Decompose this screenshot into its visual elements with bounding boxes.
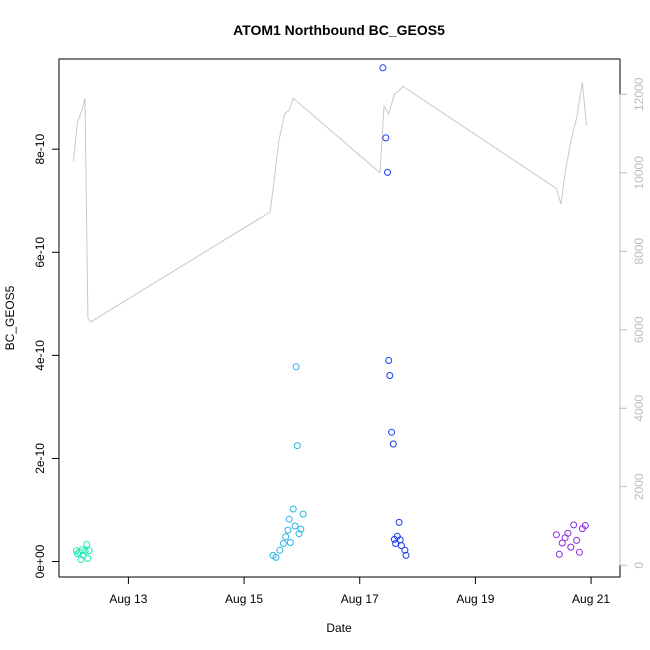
data-point [291, 522, 299, 530]
data-point [289, 505, 297, 513]
data-point [384, 168, 391, 176]
data-point [83, 541, 91, 548]
data-point [555, 550, 563, 558]
data-point [388, 428, 396, 436]
y-right-tick-label: 2000 [632, 473, 646, 500]
y-tick-label: 0e+00 [33, 544, 47, 578]
data-point [293, 442, 301, 450]
y-axis: 0e+00 2e-10 4e-10 6e-10 8e-10 [33, 134, 60, 578]
data-point [386, 372, 394, 379]
data-point [570, 521, 578, 529]
x-tick-label: Aug 19 [456, 592, 494, 606]
data-point [297, 525, 305, 533]
data-point [272, 553, 280, 561]
chart-title: ATOM1 Northbound BC_GEOS5 [233, 22, 445, 38]
y-right-tick-label: 0 [632, 562, 646, 569]
altitude-series-line [73, 82, 587, 323]
data-point [576, 548, 583, 556]
y-right-tick-label: 4000 [632, 395, 646, 422]
data-point [299, 510, 307, 518]
data-point [295, 530, 303, 538]
data-point [581, 522, 589, 529]
data-point [395, 518, 403, 526]
data-point [552, 531, 560, 539]
x-tick-label: Aug 17 [341, 592, 379, 606]
data-point [285, 515, 293, 523]
y-axis-right: 0 2000 4000 6000 8000 10000 12000 [619, 77, 646, 569]
data-point [286, 539, 294, 546]
x-tick-label: Aug 21 [572, 592, 610, 606]
x-axis: Aug 13 Aug 15 Aug 17 Aug 19 Aug 21 [109, 576, 610, 606]
data-point [81, 547, 89, 555]
data-point [379, 64, 387, 72]
y-right-tick-label: 12000 [632, 77, 646, 111]
plot-area [72, 64, 589, 563]
data-point [385, 357, 393, 364]
data-point [573, 536, 581, 544]
data-point [558, 539, 566, 547]
y-tick-label: 6e-10 [33, 237, 47, 268]
data-point [276, 546, 284, 554]
data-point [77, 556, 85, 563]
data-point [284, 526, 292, 534]
x-tick-label: Aug 13 [109, 592, 147, 606]
plot-frame [58, 58, 621, 578]
data-point [279, 540, 287, 547]
data-point [282, 533, 290, 541]
x-axis-label: Date [326, 621, 352, 635]
data-point [567, 543, 575, 551]
y-tick-label: 2e-10 [33, 443, 47, 474]
data-point [84, 554, 92, 562]
data-point [292, 363, 300, 371]
data-point [401, 546, 409, 554]
data-point [382, 134, 390, 142]
x-tick-label: Aug 15 [225, 592, 263, 606]
y-right-tick-label: 6000 [632, 316, 646, 343]
data-point [397, 542, 405, 550]
y-right-tick-label: 8000 [632, 238, 646, 265]
y-right-tick-label: 10000 [632, 156, 646, 190]
data-point [389, 440, 397, 448]
data-point [564, 529, 572, 537]
data-point [85, 547, 93, 555]
data-point [402, 551, 410, 559]
y-tick-label: 4e-10 [33, 340, 47, 371]
y-tick-label: 8e-10 [33, 134, 47, 165]
y-axis-label: BC_GEOS5 [3, 285, 17, 350]
